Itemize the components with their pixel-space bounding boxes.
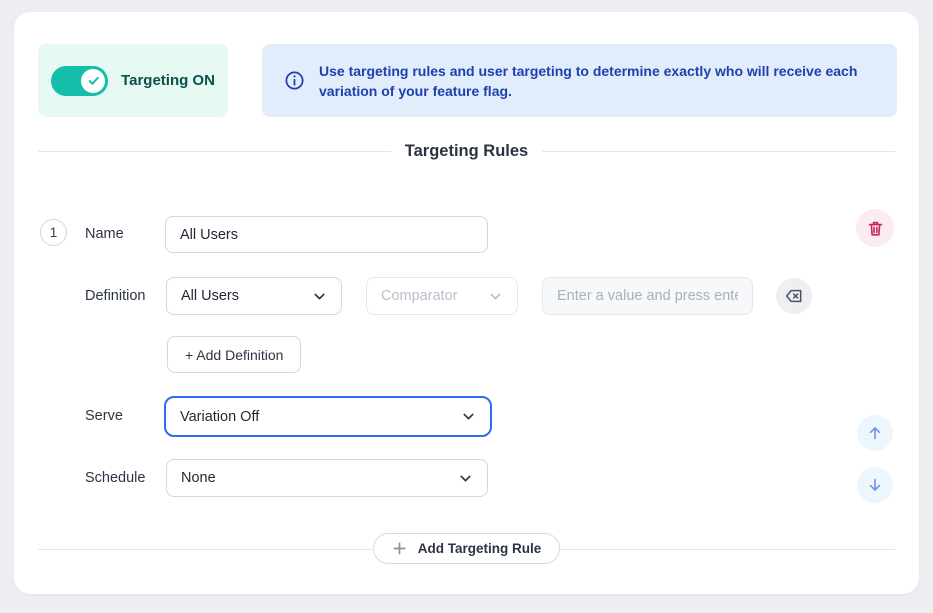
backspace-icon [784,286,804,306]
serve-select-value: Variation Off [180,408,260,425]
comparator-select-placeholder: Comparator [381,288,458,304]
targeting-panel: Targeting ON Use targeting rules and use… [14,12,919,594]
trash-icon [866,219,885,238]
rule-name-input[interactable] [165,216,488,253]
section-header: Targeting Rules [38,142,895,161]
info-banner-text: Use targeting rules and user targeting t… [319,62,858,99]
serve-select[interactable]: Variation Off [164,396,492,437]
definition-label: Definition [85,288,146,304]
clear-definition-button[interactable] [776,278,812,314]
move-rule-up-button[interactable] [857,415,893,451]
targeting-toggle[interactable] [51,65,109,96]
divider-right [542,151,895,152]
definition-select[interactable]: All Users [166,277,342,315]
chevron-down-icon [312,289,327,304]
chevron-down-icon [488,289,503,304]
add-definition-button[interactable]: + Add Definition [167,336,302,373]
arrow-down-icon [865,475,885,495]
definition-value-input[interactable] [542,277,753,315]
definition-select-value: All Users [181,288,240,304]
toggle-knob [81,68,106,93]
info-banner: Use targeting rules and user targeting t… [262,44,897,117]
schedule-select-value: None [181,470,216,486]
schedule-select[interactable]: None [166,459,488,497]
plus-icon [392,541,407,556]
schedule-label: Schedule [85,470,146,486]
footer-row: Add Targeting Rule [38,533,895,564]
check-icon [87,74,100,87]
move-rule-down-button[interactable] [857,467,893,503]
arrow-up-icon [865,423,885,443]
rule-index-badge: 1 [40,219,67,246]
targeting-toggle-box: Targeting ON [38,44,228,117]
targeting-toggle-label: Targeting ON [121,72,215,89]
divider-left [38,151,391,152]
info-icon [284,70,305,91]
section-title: Targeting Rules [404,142,529,160]
comparator-select[interactable]: Comparator [366,277,518,315]
add-targeting-rule-button[interactable]: Add Targeting Rule [372,533,561,564]
add-targeting-rule-label: Add Targeting Rule [417,541,542,556]
serve-label: Serve [85,408,123,424]
chevron-down-icon [461,409,476,424]
name-label: Name [85,226,124,242]
chevron-down-icon [458,471,473,486]
delete-rule-button[interactable] [856,209,894,247]
